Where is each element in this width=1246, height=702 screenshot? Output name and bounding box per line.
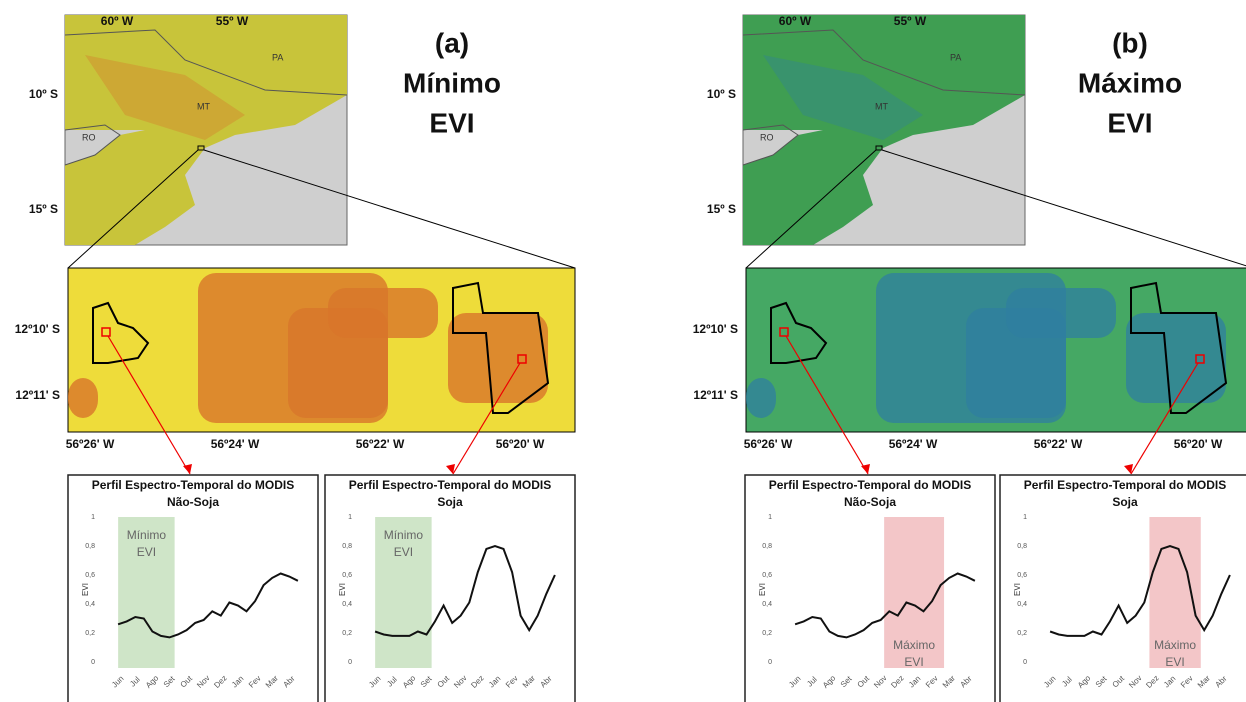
y-tick-label: 0,2	[342, 630, 352, 637]
y-tick-label: 0,6	[1017, 572, 1027, 579]
y-tick-label: 0,4	[85, 601, 95, 608]
state-label: PA	[272, 52, 283, 62]
map-lat-label: 15º S	[707, 202, 736, 216]
map-lat-label: 10º S	[707, 87, 736, 101]
highlight-label: EVI	[137, 545, 156, 559]
y-axis-label: EVI	[1013, 583, 1022, 596]
highlight-label: EVI	[904, 655, 923, 669]
map-lon-label: 55º W	[216, 14, 249, 28]
y-tick-label: 0,2	[1017, 630, 1027, 637]
y-tick-label: 0,8	[85, 543, 95, 550]
chart-title: Perfil Espectro-Temporal do MODIS	[769, 478, 971, 492]
zoom-patch	[1126, 313, 1226, 403]
y-tick-label: 0,4	[1017, 601, 1027, 608]
zoom-lon-label: 56º26' W	[744, 437, 793, 451]
y-tick-label: 0,4	[762, 601, 772, 608]
zoom-patch	[1006, 288, 1116, 338]
zoom-lon-label: 56º22' W	[356, 437, 405, 451]
y-tick-label: 1	[768, 514, 772, 521]
map-lat-label: 15º S	[29, 202, 58, 216]
highlight-label: EVI	[394, 545, 413, 559]
zoom-lat-label: 12º10' S	[15, 322, 60, 336]
y-tick-label: 0,8	[1017, 543, 1027, 550]
highlight-label: Mínimo	[384, 528, 424, 542]
zoom-lon-label: 56º20' W	[1174, 437, 1223, 451]
highlight-label: Mínimo	[127, 528, 167, 542]
panel-title: EVI	[429, 107, 474, 138]
y-tick-label: 0,2	[85, 630, 95, 637]
zoom-lat-label: 12º10' S	[693, 322, 738, 336]
panel-title: EVI	[1107, 107, 1152, 138]
chart-title: Perfil Espectro-Temporal do MODIS	[92, 478, 294, 492]
y-axis-label: EVI	[81, 583, 90, 596]
state-label: RO	[760, 132, 774, 142]
highlight-label: Máximo	[1154, 638, 1196, 652]
state-label: RO	[82, 132, 96, 142]
chart-subtitle: Não-Soja	[844, 495, 896, 509]
zoom-lon-label: 56º24' W	[211, 437, 260, 451]
chart-title: Perfil Espectro-Temporal do MODIS	[349, 478, 551, 492]
state-label: MT	[197, 101, 210, 111]
y-tick-label: 0	[768, 659, 772, 666]
highlight-label: EVI	[1165, 655, 1184, 669]
y-tick-label: 1	[1023, 514, 1027, 521]
highlight-label: Máximo	[893, 638, 935, 652]
y-tick-label: 0,8	[762, 543, 772, 550]
state-label: PA	[950, 52, 961, 62]
zoom-patch	[448, 313, 548, 403]
zoom-patch	[68, 378, 98, 418]
y-axis-label: EVI	[338, 583, 347, 596]
y-tick-label: 0	[1023, 659, 1027, 666]
panel-label: (b)	[1112, 27, 1148, 58]
chart-subtitle: Soja	[1112, 495, 1138, 509]
y-tick-label: 0,4	[342, 601, 352, 608]
panel-title: Máximo	[1078, 67, 1182, 98]
y-tick-label: 1	[348, 514, 352, 521]
y-tick-label: 0	[91, 659, 95, 666]
chart-subtitle: Não-Soja	[167, 495, 219, 509]
zoom-patch	[746, 378, 776, 418]
figure: 60º W 55º W 10º S 15º S PA MT RO (a) Mínimo EVI 12…	[0, 0, 1246, 702]
zoom-patch	[328, 288, 438, 338]
zoom-lon-label: 56º20' W	[496, 437, 545, 451]
y-tick-label: 0,6	[342, 572, 352, 579]
state-label: MT	[875, 101, 888, 111]
zoom-lat-label: 12º11' S	[693, 388, 738, 402]
zoom-lat-label: 12º11' S	[15, 388, 60, 402]
y-tick-label: 0	[348, 659, 352, 666]
map-lon-label: 60º W	[101, 14, 134, 28]
y-axis-label: EVI	[758, 583, 767, 596]
y-tick-label: 0,6	[85, 572, 95, 579]
panel-title: Mínimo	[403, 67, 501, 98]
map-lon-label: 55º W	[894, 14, 927, 28]
map-lon-label: 60º W	[779, 14, 812, 28]
chart-subtitle: Soja	[437, 495, 463, 509]
y-tick-label: 0,8	[342, 543, 352, 550]
y-tick-label: 0,2	[762, 630, 772, 637]
y-tick-label: 0,6	[762, 572, 772, 579]
chart-title: Perfil Espectro-Temporal do MODIS	[1024, 478, 1226, 492]
zoom-lon-label: 56º22' W	[1034, 437, 1083, 451]
panel-label: (a)	[435, 27, 469, 58]
zoom-lon-label: 56º24' W	[889, 437, 938, 451]
zoom-lon-label: 56º26' W	[66, 437, 115, 451]
y-tick-label: 1	[91, 514, 95, 521]
map-lat-label: 10º S	[29, 87, 58, 101]
